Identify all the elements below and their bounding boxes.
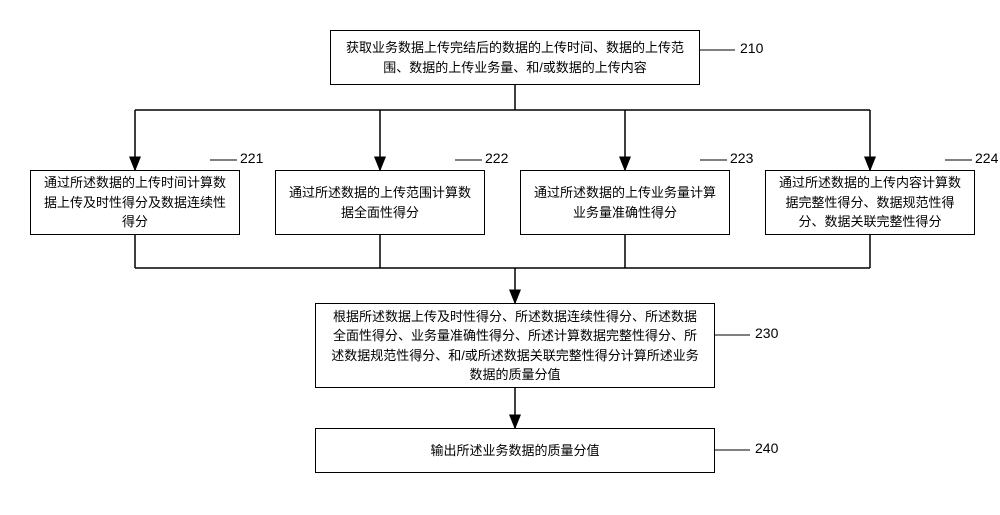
node-222-text: 通过所述数据的上传范围计算数据全面性得分 <box>288 183 472 222</box>
node-210-text: 获取业务数据上传完结后的数据的上传时间、数据的上传范围、数据的上传业务量、和/或… <box>343 38 687 77</box>
label-210: 210 <box>740 40 763 56</box>
node-240: 输出所述业务数据的质量分值 <box>315 428 715 473</box>
node-223: 通过所述数据的上传业务量计算业务量准确性得分 <box>520 170 730 235</box>
node-223-text: 通过所述数据的上传业务量计算业务量准确性得分 <box>533 183 717 222</box>
node-221-text: 通过所述数据的上传时间计算数据上传及时性得分及数据连续性得分 <box>43 173 227 232</box>
node-230: 根据所述数据上传及时性得分、所述数据连续性得分、所述数据全面性得分、业务量准确性… <box>315 303 715 388</box>
node-210: 获取业务数据上传完结后的数据的上传时间、数据的上传范围、数据的上传业务量、和/或… <box>330 30 700 85</box>
label-222: 222 <box>485 150 508 166</box>
node-222: 通过所述数据的上传范围计算数据全面性得分 <box>275 170 485 235</box>
node-230-text: 根据所述数据上传及时性得分、所述数据连续性得分、所述数据全面性得分、业务量准确性… <box>328 307 702 385</box>
node-224: 通过所述数据的上传内容计算数据完整性得分、数据规范性得分、数据关联完整性得分 <box>765 170 975 235</box>
node-224-text: 通过所述数据的上传内容计算数据完整性得分、数据规范性得分、数据关联完整性得分 <box>778 173 962 232</box>
label-221: 221 <box>240 150 263 166</box>
node-221: 通过所述数据的上传时间计算数据上传及时性得分及数据连续性得分 <box>30 170 240 235</box>
label-230: 230 <box>755 325 778 341</box>
label-224: 224 <box>975 150 998 166</box>
label-240: 240 <box>755 440 778 456</box>
node-240-text: 输出所述业务数据的质量分值 <box>430 441 599 461</box>
label-223: 223 <box>730 150 753 166</box>
